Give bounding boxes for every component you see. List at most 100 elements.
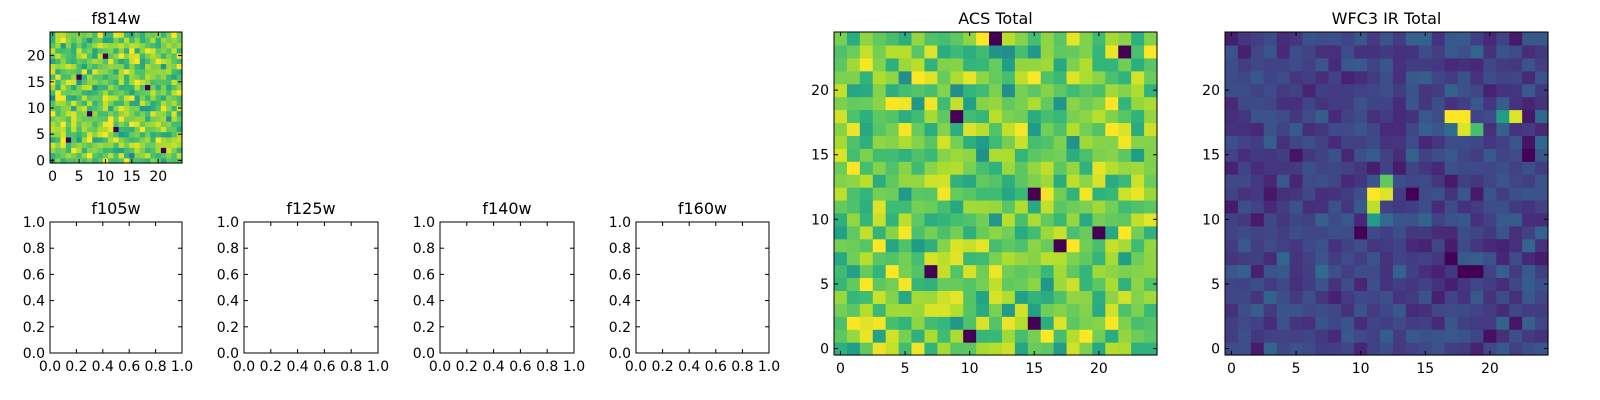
heatmap-cell xyxy=(1131,174,1145,188)
heatmap-cell xyxy=(1053,96,1068,111)
heatmap-cell xyxy=(81,79,88,85)
heatmap-cell xyxy=(1380,122,1394,136)
heatmap-cell xyxy=(1237,148,1252,162)
heatmap-cell xyxy=(872,135,887,149)
heatmap-cell xyxy=(1522,277,1536,291)
y-tick-label: 0.0 xyxy=(413,346,435,362)
heatmap-cell xyxy=(1250,225,1265,240)
heatmap-cell xyxy=(1144,329,1158,343)
heatmap-cell xyxy=(1040,238,1055,253)
heatmap-cell xyxy=(1225,161,1239,175)
heatmap-cell xyxy=(1014,70,1029,85)
heatmap-cell xyxy=(1509,174,1523,188)
heatmap-cell xyxy=(1131,96,1145,111)
heatmap-cell xyxy=(1066,148,1081,162)
heatmap-cell xyxy=(989,32,1003,46)
heatmap-cell xyxy=(129,131,136,138)
heatmap-cell xyxy=(1405,122,1420,136)
heatmap-cell xyxy=(92,152,99,159)
heatmap-cell xyxy=(176,115,183,122)
y-tick-label: 10 xyxy=(27,101,45,117)
heatmap-cell xyxy=(160,47,167,54)
heatmap-cell xyxy=(1302,187,1317,201)
heatmap-cell xyxy=(1225,251,1239,266)
heatmap-cell xyxy=(898,122,913,136)
heatmap-cell xyxy=(976,57,990,72)
heatmap-cell xyxy=(1225,290,1239,304)
heatmap-cell xyxy=(108,73,114,80)
heatmap-cell xyxy=(1509,251,1523,266)
heatmap-cell xyxy=(71,52,77,59)
heatmap-cells xyxy=(1225,32,1549,356)
heatmap-cell xyxy=(1225,83,1239,98)
heatmap-cell xyxy=(118,63,125,70)
heatmap-cell xyxy=(1237,135,1252,149)
heatmap-cell xyxy=(139,84,146,91)
heatmap-cell xyxy=(1118,342,1132,356)
heatmap-cell xyxy=(97,147,104,154)
heatmap-cell xyxy=(1001,161,1016,175)
heatmap-cell xyxy=(1509,109,1523,124)
heatmap-cell xyxy=(1535,342,1549,356)
heatmap-cell xyxy=(160,63,167,70)
heatmap-cell xyxy=(160,37,167,44)
heatmap-cell xyxy=(1457,32,1472,46)
heatmap-cell xyxy=(1014,187,1029,201)
heatmap-cell xyxy=(113,147,120,154)
heatmap-cell xyxy=(1483,44,1497,59)
heatmap-cell xyxy=(1040,251,1055,266)
heatmap-cell xyxy=(1105,212,1119,227)
heatmap-cell xyxy=(846,225,861,240)
heatmap-cell xyxy=(1225,277,1239,291)
heatmap-cell xyxy=(1014,32,1029,46)
heatmap-cell xyxy=(71,157,77,164)
heatmap-cell xyxy=(92,32,99,38)
heatmap-cell xyxy=(1118,303,1132,317)
heatmap-cell xyxy=(118,105,125,112)
heatmap-cell xyxy=(86,84,93,91)
heatmap-cell xyxy=(97,63,104,70)
heatmap-cell xyxy=(123,121,130,127)
heatmap-cell xyxy=(1522,225,1536,240)
heatmap-cell xyxy=(1302,70,1317,85)
axes-background xyxy=(50,222,182,353)
heatmap-cell xyxy=(976,212,990,227)
heatmap-cell xyxy=(55,110,62,117)
heatmap-cell xyxy=(71,58,77,65)
heatmap-cell xyxy=(102,105,109,112)
heatmap-cell xyxy=(145,136,151,143)
heatmap-cell xyxy=(1418,109,1433,124)
heatmap-cell xyxy=(102,37,109,44)
heatmap-cell xyxy=(71,110,77,117)
heatmap-cell xyxy=(102,58,109,65)
heatmap-cell xyxy=(150,68,157,75)
heatmap-cell xyxy=(134,152,141,159)
heatmap-cell xyxy=(55,73,62,80)
heatmap-cell xyxy=(1237,161,1252,175)
heatmap-cell xyxy=(55,47,62,54)
heatmap-cell xyxy=(1535,83,1549,98)
heatmap-cell xyxy=(139,47,146,54)
heatmap-cell xyxy=(1392,83,1407,98)
heatmap-cell xyxy=(1144,225,1158,240)
heatmap-cell xyxy=(859,44,874,59)
heatmap-cell xyxy=(898,316,913,330)
heatmap-cell xyxy=(989,290,1003,304)
heatmap-cell xyxy=(846,161,861,175)
heatmap-cell xyxy=(129,94,136,101)
heatmap-cell xyxy=(60,89,67,96)
heatmap-cell xyxy=(97,152,104,159)
heatmap-cell xyxy=(1263,329,1278,343)
heatmap-cell xyxy=(1418,342,1433,356)
heatmap-cell xyxy=(160,42,167,49)
heatmap-cell xyxy=(1131,57,1145,72)
heatmap-cell xyxy=(145,63,151,70)
heatmap-cell xyxy=(97,73,104,80)
heatmap-cell xyxy=(1470,251,1484,266)
heatmap-cell xyxy=(1027,212,1042,227)
heatmap-cell xyxy=(150,58,157,65)
heatmap-cell xyxy=(1105,96,1119,111)
y-tick-label: 0.0 xyxy=(23,346,45,362)
heatmap-cell xyxy=(950,251,964,266)
